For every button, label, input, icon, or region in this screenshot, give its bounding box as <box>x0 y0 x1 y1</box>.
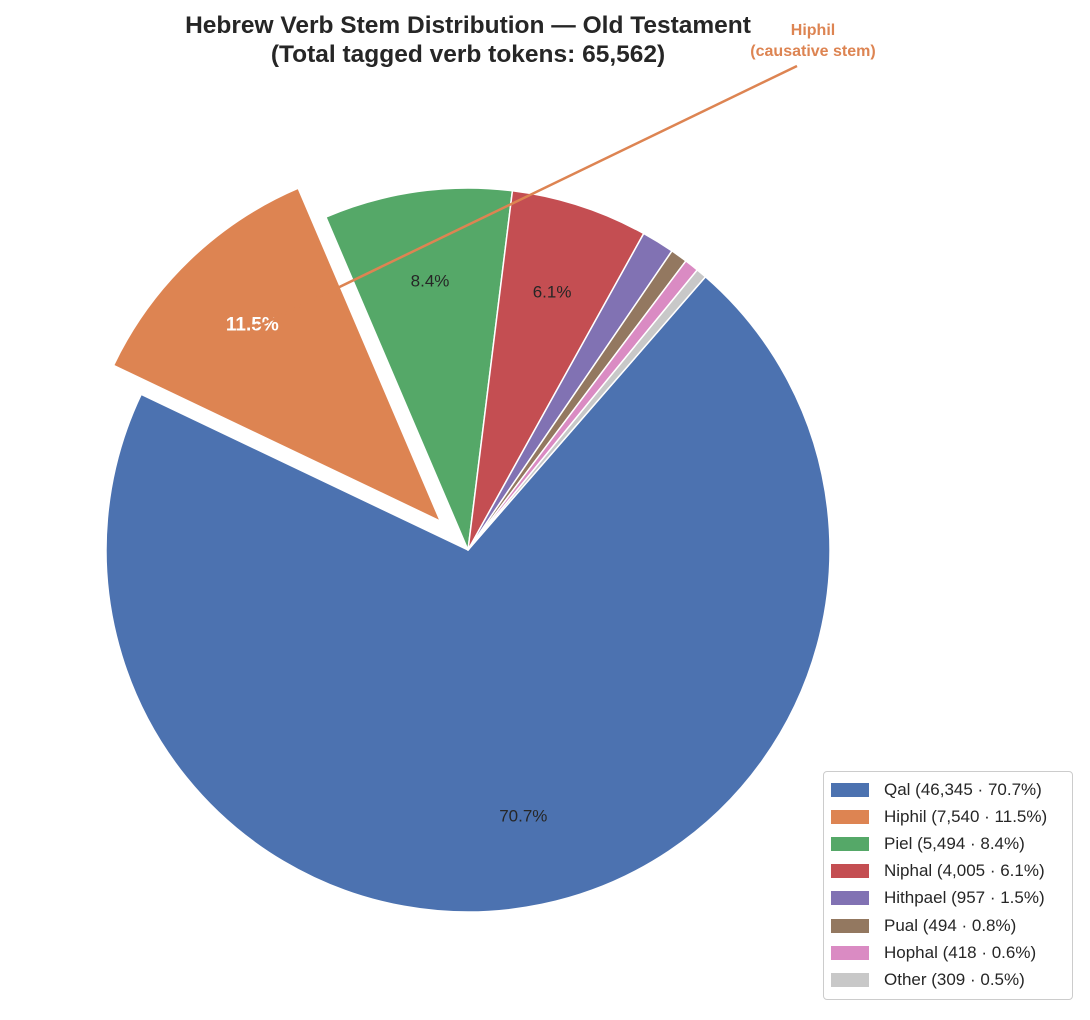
legend-label: Qal (46,345 · 70.7%) <box>884 779 1042 799</box>
legend-label: Niphal (4,005 · 6.1%) <box>884 861 1045 881</box>
legend-label: Piel (5,494 · 8.4%) <box>884 833 1025 853</box>
legend-swatch <box>831 864 869 879</box>
legend-item-hophal: Hophal (418 · 0.6%) <box>824 939 1072 966</box>
legend-item-niphal: Niphal (4,005 · 6.1%) <box>824 858 1072 885</box>
annotation-arrow-line <box>254 64 798 329</box>
legend-item-hiphil: Hiphil (7,540 · 11.5%) <box>824 803 1072 830</box>
pie-slices <box>105 187 831 913</box>
legend-swatch <box>831 918 869 933</box>
pie-slice-other <box>467 269 707 551</box>
pie-slice-qal <box>105 276 831 913</box>
legend-item-piel: Piel (5,494 · 8.4%) <box>824 830 1072 857</box>
annotation-label: Hiphil <box>791 22 835 39</box>
legend-label: Hithpael (957 · 1.5%) <box>884 888 1045 908</box>
pie-slice-piel <box>325 187 514 551</box>
legend-swatch <box>831 782 869 797</box>
slice-percent-label-hiphil: 11.5% <box>226 315 279 336</box>
pie-percent-labels: 70.7% 11.5% 8.4% 6.1% <box>226 272 572 826</box>
chart-legend: Qal (46,345 · 70.7%) Hiphil (7,540 · 11.5… <box>823 771 1073 1000</box>
pie-slice-niphal <box>467 189 645 551</box>
legend-label: Hiphil (7,540 · 11.5%) <box>884 806 1048 826</box>
slice-percent-label-niphal: 6.1% <box>533 282 572 301</box>
chart-subtitle: (Total tagged verb tokens: 65,562) <box>271 41 665 68</box>
legend-swatch <box>831 945 869 960</box>
legend-label: Hophal (418 · 0.6%) <box>884 942 1037 962</box>
legend-swatch <box>831 836 869 851</box>
legend-item-qal: Qal (46,345 · 70.7%) <box>824 776 1072 803</box>
legend-swatch <box>831 809 869 824</box>
legend-swatch <box>831 972 869 987</box>
pie-slice-hiphil <box>112 187 442 522</box>
slice-percent-label-qal: 70.7% <box>499 806 547 825</box>
legend-item-pual: Pual (494 · 0.8%) <box>824 912 1072 939</box>
legend-label: Pual (494 · 0.8%) <box>884 915 1017 935</box>
annotation-sublabel: (causative stem) <box>750 43 875 60</box>
legend-item-hithpael: Hithpael (957 · 1.5%) <box>824 885 1072 912</box>
chart-title: Hebrew Verb Stem Distribution — Old Test… <box>185 12 751 39</box>
slice-percent-label-piel: 8.4% <box>411 272 450 291</box>
legend-swatch <box>831 891 869 906</box>
legend-item-other: Other (309 · 0.5%) <box>824 966 1072 993</box>
legend-label: Other (309 · 0.5%) <box>884 969 1025 989</box>
hiphil-annotation: Hiphil (causative stem) <box>254 22 876 329</box>
